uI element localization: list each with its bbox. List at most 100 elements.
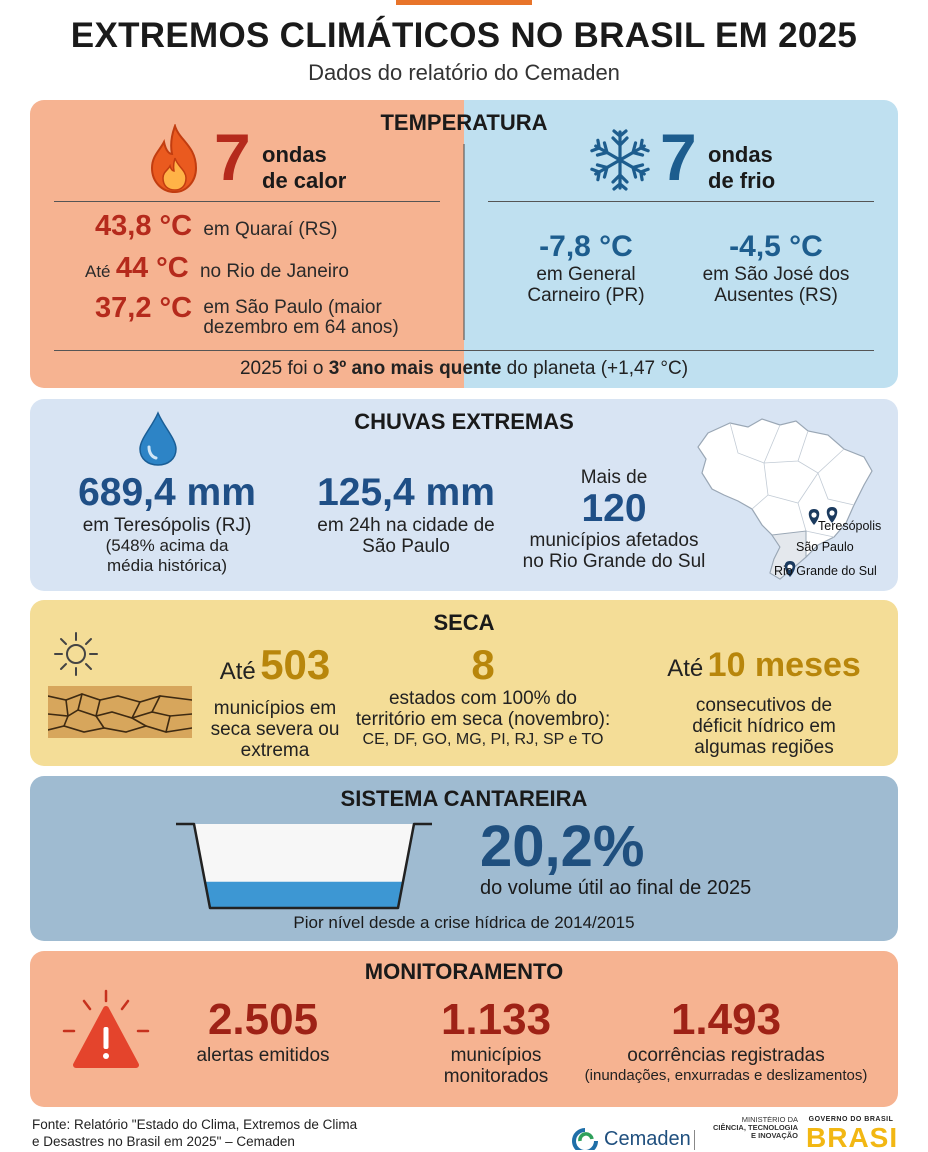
reservoir-icon xyxy=(176,822,432,910)
heat-record-desc-line1: em São Paulo (maior xyxy=(203,297,382,318)
snowflake-icon xyxy=(589,129,651,191)
drought-stat-line2: seca severa ou xyxy=(210,719,340,740)
rain-stat-line1: em Teresópolis (RJ) xyxy=(82,515,252,536)
pin-icon xyxy=(826,507,838,523)
heat-record-prefix: Até xyxy=(85,262,111,281)
source-line1: Fonte: Relatório "Estado do Clima, Extre… xyxy=(32,1117,358,1132)
rain-stat-3: Mais de 120 municípios afetados no Rio G… xyxy=(514,467,714,572)
logo-divider xyxy=(694,1130,695,1150)
cold-record-value: -7,8 °C xyxy=(539,230,633,263)
cold-waves-label: ondas de frio xyxy=(708,142,775,194)
cold-label-line2: de frio xyxy=(708,168,776,193)
cantareira-note: Pior nível desde a crise hídrica de 2014… xyxy=(293,913,635,932)
rain-stat-line2: São Paulo xyxy=(362,536,450,557)
top-accent-bar xyxy=(396,0,532,5)
drought-stat-pre: Até xyxy=(219,658,256,685)
pin-icon xyxy=(784,561,796,577)
gov-line1: GOVERNO DO BRASIL xyxy=(808,1116,894,1123)
drought-stat-value: 8 xyxy=(471,641,495,688)
hottest-note-pre: 2025 foi o xyxy=(239,358,329,379)
monitor-stat-value: 1.493 xyxy=(670,995,782,1044)
source-line2: e Desastres no Brasil em 2025" – Cemaden xyxy=(32,1134,295,1149)
monitor-stat-line2: (inundações, enxurradas e deslizamentos) xyxy=(584,1067,868,1084)
heat-record-1: 43,8 °C em Quaraí (RS) xyxy=(95,210,455,243)
cantareira-value: 20,2% xyxy=(480,814,645,879)
ministry-logo: MINISTÉRIO DA CIÊNCIA, TECNOLOGIA E INOV… xyxy=(704,1116,798,1152)
hottest-year-note: 2025 foi o 3º ano mais quente do planeta… xyxy=(30,358,898,380)
cold-record-1: -7,8 °C em General Carneiro (PR) xyxy=(506,230,666,306)
drought-stat-line3: CE, DF, GO, MG, PI, RJ, SP e TO xyxy=(362,731,604,748)
rain-stat-value: 125,4 mm xyxy=(317,471,495,514)
cold-record-desc-line1: em General xyxy=(536,264,636,285)
drought-panel: SECA Até 503 municípios em seca severa o… xyxy=(30,600,898,766)
map-label-rgs: Rio Grande do Sul xyxy=(774,564,877,578)
cemaden-logo-icon xyxy=(572,1128,598,1150)
drought-stat-line3: algumas regiões xyxy=(694,737,834,758)
rain-stat-line2: no Rio Grande do Sul xyxy=(522,551,706,572)
rain-stat-value: 120 xyxy=(581,487,647,530)
cold-record-desc-line2: Carneiro (PR) xyxy=(527,285,645,306)
rain-stat-line3: média histórica) xyxy=(107,556,227,575)
map-label-teresopolis: Teresópolis xyxy=(818,519,882,533)
gov-word: BRASIL xyxy=(806,1122,896,1152)
cold-record-desc-line2: Ausentes (RS) xyxy=(714,285,838,306)
heat-waves-label: ondas de calor xyxy=(262,142,346,194)
warning-icon xyxy=(62,989,150,1068)
brazil-map xyxy=(697,418,873,580)
ministry-line3: E INOVAÇÃO xyxy=(751,1131,798,1140)
temp-bottom-rule xyxy=(54,350,874,351)
cold-half xyxy=(464,100,898,388)
drought-stat-pre: Até xyxy=(667,655,704,682)
rain-panel: CHUVAS EXTREMAS 689,4 mm em Teresópolis … xyxy=(30,399,898,591)
rain-stat-line2: (548% acima da xyxy=(105,536,229,555)
monitor-stat-line1: ocorrências registradas xyxy=(627,1045,825,1066)
heat-rule xyxy=(54,201,440,202)
heat-record-3: 37,2 °C em São Paulo (maior dezembro em … xyxy=(95,292,455,338)
cemaden-logo: Cemaden xyxy=(570,1128,691,1150)
monitoring-panel: MONITORAMENTO 2.505 alertas emitidos 1.1… xyxy=(30,951,898,1107)
monitor-stat-value: 1.133 xyxy=(440,995,552,1044)
cantareira-desc: do volume útil ao final de 2025 xyxy=(480,877,752,899)
cold-record-value: -4,5 °C xyxy=(729,230,823,263)
monitor-stat-line1: municípios xyxy=(450,1045,542,1066)
drought-stat-3: Até 10 meses consecutivos de déficit híd… xyxy=(638,642,890,758)
cold-rule xyxy=(488,201,874,202)
source-note: Fonte: Relatório "Estado do Clima, Extre… xyxy=(32,1116,357,1150)
map-pins xyxy=(784,507,838,577)
divider xyxy=(463,144,465,340)
drought-stat-value: 10 meses xyxy=(707,646,861,684)
heat-label-line2: de calor xyxy=(262,168,347,193)
cold-waves-count: 7 xyxy=(660,120,697,194)
cold-record-2: -4,5 °C em São José dos Ausentes (RS) xyxy=(678,230,874,306)
monitor-stat-line1: alertas emitidos xyxy=(196,1045,330,1066)
heat-record-desc-line2: dezembro em 64 anos) xyxy=(203,317,399,338)
rain-stat-1: 689,4 mm em Teresópolis (RJ) (548% acima… xyxy=(42,471,292,576)
drought-stat-line1: municípios em xyxy=(213,698,337,719)
reservoir-water-level xyxy=(205,881,403,908)
heat-record-desc: no Rio de Janeiro xyxy=(199,261,349,282)
drought-stat-line2: déficit hídrico em xyxy=(692,716,836,737)
sun-icon xyxy=(54,632,98,676)
drought-stat-1: Até 503 municípios em seca severa ou ext… xyxy=(170,642,380,762)
heat-record-2: Até 44 °C no Rio de Janeiro xyxy=(85,252,455,285)
rain-title: CHUVAS EXTREMAS xyxy=(354,409,574,434)
drought-stat-line1: consecutivos de xyxy=(695,695,833,716)
monitor-stat-1: 2.505 alertas emitidos xyxy=(168,995,358,1066)
monitoring-title: MONITORAMENTO xyxy=(364,959,564,984)
rain-stat-value: 689,4 mm xyxy=(78,471,256,514)
hottest-note-post: do planeta (+1,47 °C) xyxy=(501,358,689,379)
cantareira-panel: SISTEMA CANTAREIRA 20,2% do volume útil … xyxy=(30,776,898,941)
ministry-line2: CIÊNCIA, TECNOLOGIA xyxy=(712,1123,798,1132)
rain-stat-line1: municípios afetados xyxy=(529,530,699,551)
rain-stat-pre: Mais de xyxy=(580,467,648,488)
monitor-stat-2: 1.133 municípios monitorados xyxy=(396,995,596,1087)
temperature-panel: TEMPERATURA 7 ondas de calor 43,8 °C em … xyxy=(30,100,898,388)
map-label-sao-paulo: São Paulo xyxy=(796,540,854,554)
monitor-stat-value: 2.505 xyxy=(207,995,319,1044)
heat-label-line1: ondas xyxy=(262,142,327,167)
heat-record-desc: em São Paulo (maior dezembro em 64 anos) xyxy=(203,298,398,338)
drought-title: SECA xyxy=(433,610,495,635)
drought-stat-line2: território em seca (novembro): xyxy=(355,709,611,730)
temperature-title: TEMPERATURA xyxy=(380,110,548,135)
heat-record-value: 43,8 °C xyxy=(95,210,193,242)
